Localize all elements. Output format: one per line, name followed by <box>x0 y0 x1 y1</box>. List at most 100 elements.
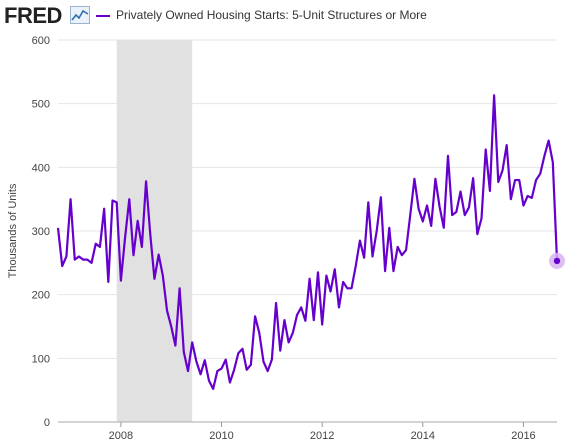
y-axis-ticks: 0 100 200 300 400 500 600 <box>32 35 50 429</box>
data-point <box>316 271 319 274</box>
data-point <box>216 370 219 373</box>
data-point <box>153 277 156 280</box>
data-point <box>535 179 538 182</box>
data-point <box>388 226 391 229</box>
y-tick-label: 400 <box>32 162 50 174</box>
data-point <box>233 368 236 371</box>
data-point <box>400 254 403 257</box>
data-point <box>384 270 387 273</box>
data-point <box>241 347 244 350</box>
data-point <box>405 249 408 252</box>
data-point <box>166 309 169 312</box>
data-point <box>228 381 231 384</box>
y-tick-label: 0 <box>44 417 50 429</box>
data-point <box>124 236 127 239</box>
data-point <box>505 144 508 147</box>
data-point <box>161 274 164 277</box>
y-tick-label: 300 <box>32 226 50 238</box>
data-point <box>207 379 210 382</box>
data-point <box>262 360 265 363</box>
data-point <box>321 323 324 326</box>
data-point <box>107 280 110 283</box>
data-point <box>476 233 479 236</box>
x-tick-label: 2014 <box>411 430 435 442</box>
data-point <box>291 331 294 334</box>
fred-logo: FRED <box>4 3 62 28</box>
data-point <box>367 201 370 204</box>
data-point <box>103 207 106 210</box>
last-point-marker[interactable] <box>553 257 561 265</box>
data-point <box>434 177 437 180</box>
data-point <box>287 341 290 344</box>
data-point <box>501 169 504 172</box>
data-point <box>539 172 542 175</box>
data-point <box>497 180 500 183</box>
data-point <box>82 258 85 261</box>
y-tick-label: 500 <box>32 99 50 111</box>
data-point <box>543 154 546 157</box>
y-tick-label: 100 <box>32 353 50 365</box>
legend-label: Privately Owned Housing Starts: 5-Unit S… <box>116 8 427 22</box>
data-point <box>342 280 345 283</box>
data-point <box>375 230 378 233</box>
data-point <box>182 350 185 353</box>
x-tick-label: 2016 <box>511 430 535 442</box>
data-point <box>220 367 223 370</box>
data-point <box>430 224 433 227</box>
data-point <box>69 198 72 201</box>
data-point <box>115 201 118 204</box>
data-point <box>254 315 257 318</box>
data-point <box>484 148 487 151</box>
data-point <box>551 161 554 164</box>
data-point <box>90 261 93 264</box>
recession-band <box>116 40 193 422</box>
data-point <box>451 214 454 217</box>
data-point <box>65 255 68 258</box>
x-axis-ticks: 2008 2010 2012 2014 2016 <box>109 422 536 442</box>
data-point <box>132 254 135 257</box>
data-point <box>73 258 76 261</box>
data-point <box>379 196 382 199</box>
y-tick-label: 200 <box>32 290 50 302</box>
data-point <box>363 256 366 259</box>
data-point <box>493 94 496 97</box>
data-point <box>57 226 60 229</box>
data-point <box>358 239 361 242</box>
data-point <box>170 325 173 328</box>
data-point <box>94 242 97 245</box>
data-point <box>488 189 491 192</box>
data-point <box>325 274 328 277</box>
data-point <box>530 196 533 199</box>
data-point <box>409 214 412 217</box>
data-point <box>195 360 198 363</box>
data-point <box>526 194 529 197</box>
data-point <box>186 370 189 373</box>
data-point <box>199 373 202 376</box>
data-point <box>203 359 206 362</box>
data-point <box>266 370 269 373</box>
data-point <box>421 220 424 223</box>
data-point <box>270 358 273 361</box>
data-point <box>417 207 420 210</box>
x-tick-label: 2010 <box>209 430 233 442</box>
data-point <box>258 331 261 334</box>
data-point <box>463 214 466 217</box>
data-point <box>480 217 483 220</box>
data-point <box>212 387 215 390</box>
data-point <box>279 349 282 352</box>
data-point <box>467 206 470 209</box>
y-tick-label: 600 <box>32 35 50 47</box>
data-point <box>337 306 340 309</box>
data-point <box>191 341 194 344</box>
data-point <box>547 139 550 142</box>
data-point <box>438 205 441 208</box>
data-point <box>354 265 357 268</box>
data-point <box>98 245 101 248</box>
data-point <box>77 255 80 258</box>
data-point <box>446 154 449 157</box>
data-point <box>312 319 315 322</box>
data-point <box>128 198 131 201</box>
data-point <box>249 363 252 366</box>
data-point <box>275 301 278 304</box>
x-tick-label: 2012 <box>310 430 334 442</box>
